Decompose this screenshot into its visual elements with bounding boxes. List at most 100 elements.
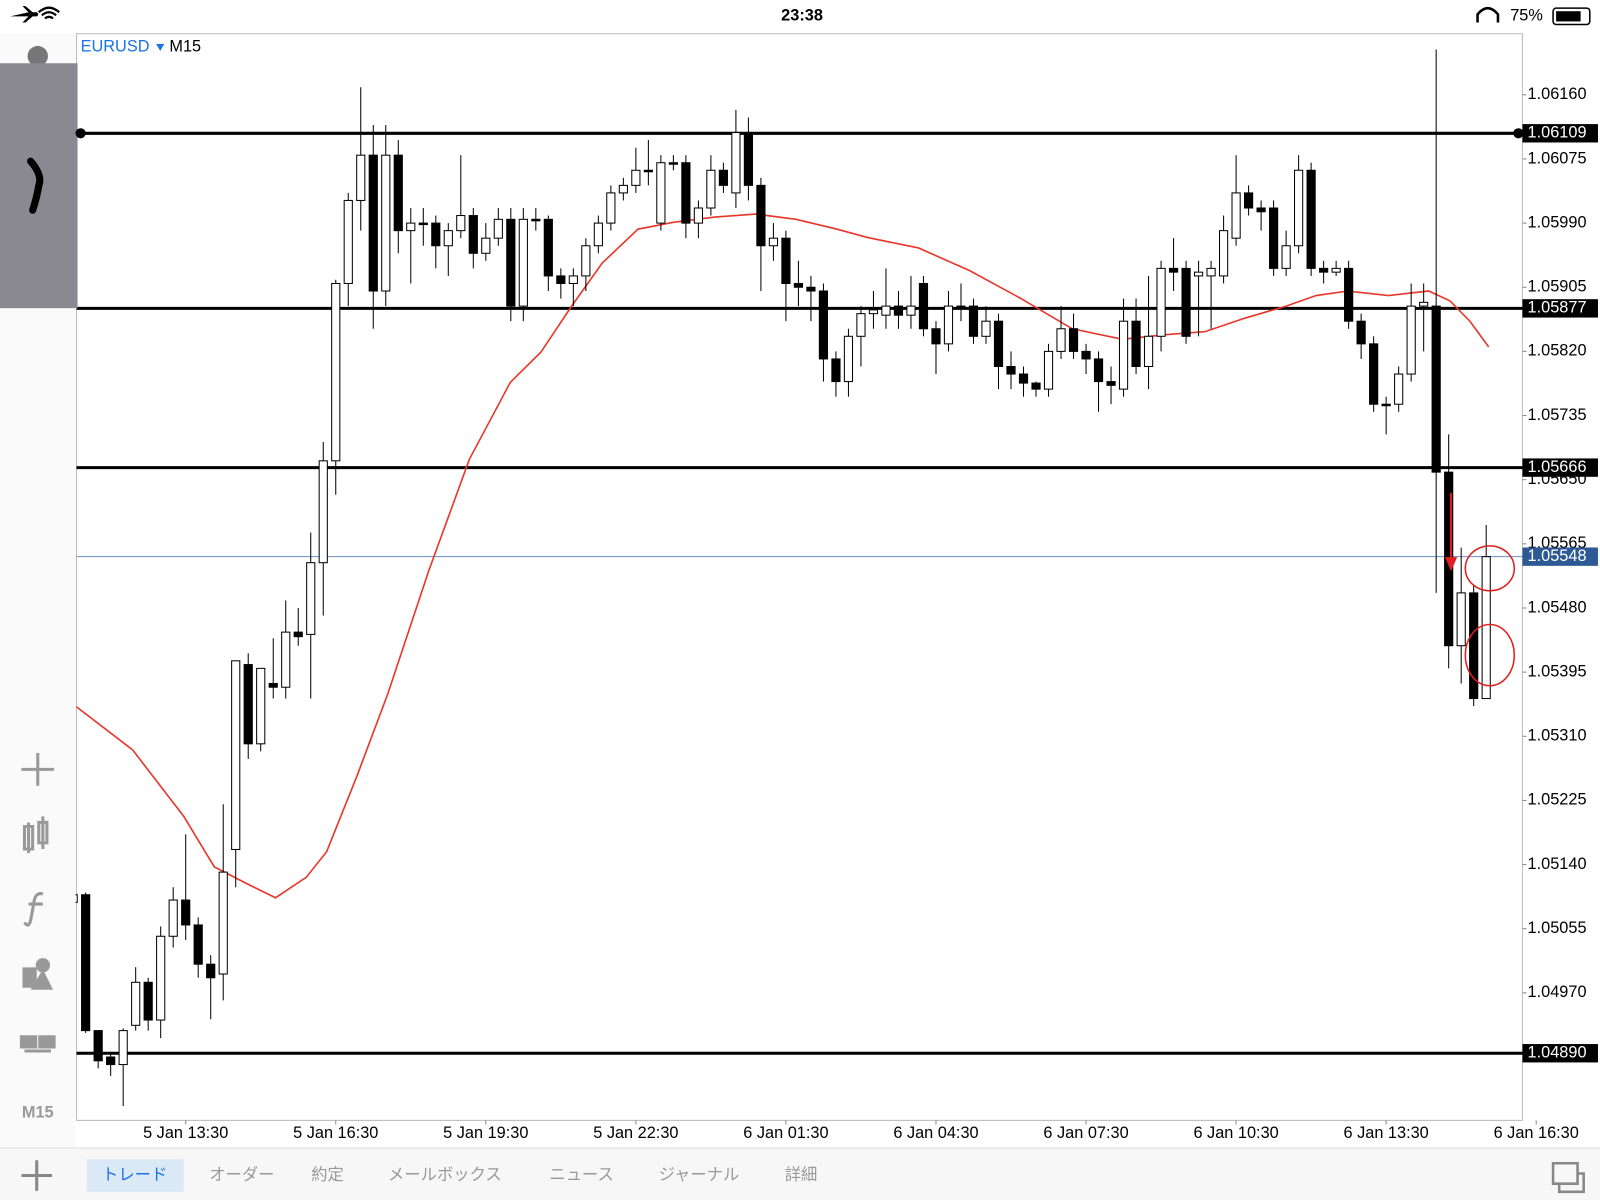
candle-body [656, 162, 666, 224]
candle-body [1456, 592, 1466, 647]
level-label: 1.06109 [1528, 124, 1587, 142]
candle-body [318, 460, 328, 564]
x-tick-label: 6 Jan 04:30 [893, 1124, 978, 1142]
objects-icon[interactable] [22, 967, 54, 990]
layout-button[interactable] [1551, 1161, 1585, 1194]
y-tick-label: 1.05480 [1528, 598, 1587, 616]
tab[interactable]: ジャーナル [659, 1166, 740, 1184]
candle-body [1168, 267, 1179, 273]
x-tick-label: 6 Jan 10:30 [1193, 1124, 1278, 1142]
add-button[interactable] [21, 1160, 53, 1191]
y-tick-label: 1.05990 [1528, 213, 1587, 231]
candle-body [581, 245, 591, 277]
y-tick-label: 1.05310 [1528, 727, 1587, 745]
tab[interactable]: ニュース [549, 1166, 613, 1184]
battery-level [1556, 11, 1581, 22]
candle-body [181, 899, 191, 926]
side-panel-chevron[interactable] [27, 157, 44, 214]
toolbar-handle [27, 45, 48, 67]
y-tick-label: 1.05905 [1528, 278, 1587, 296]
candle-body [481, 237, 491, 254]
y-tick-label: 1.05225 [1528, 791, 1587, 809]
candle-body [456, 215, 466, 232]
candle-body [906, 305, 916, 316]
x-tick-label: 5 Jan 13:30 [143, 1124, 228, 1142]
wifi-icon [38, 6, 60, 20]
candle-body [593, 222, 603, 247]
candle-body [1218, 230, 1229, 277]
candle-body [443, 230, 453, 247]
candle-body [831, 358, 841, 383]
symbol-dropdown[interactable] [156, 43, 165, 52]
candle-body [1181, 267, 1191, 337]
y-tick-label: 1.05140 [1528, 855, 1587, 873]
level-label-box [1522, 1044, 1598, 1063]
candle-body [1369, 343, 1379, 405]
candle-body [168, 899, 178, 937]
candle-body [1481, 556, 1491, 700]
tab[interactable]: オーダー [209, 1166, 274, 1184]
tab[interactable]: トレード [102, 1166, 167, 1184]
battery-icon [1552, 7, 1591, 26]
candle-body [893, 305, 904, 316]
candle-body [418, 222, 428, 226]
x-tick-label: 5 Jan 16:30 [293, 1124, 378, 1142]
candle-body [1106, 381, 1116, 386]
active-tab-highlight [86, 1159, 184, 1192]
candle-body [806, 286, 816, 292]
level-label-box [1522, 124, 1598, 143]
tab[interactable]: 詳細 [785, 1166, 818, 1184]
candle-body [956, 305, 966, 309]
candle-body [281, 631, 291, 688]
candle-body [1406, 305, 1416, 375]
candle-body [531, 218, 541, 222]
candle-body [1306, 169, 1316, 269]
indicators-icon[interactable] [23, 892, 44, 927]
objects-icon-circle [35, 958, 50, 973]
candle-body [1344, 267, 1354, 322]
candle-body [768, 237, 779, 247]
x-tick-label: 6 Jan 01:30 [743, 1124, 828, 1142]
candle-body [493, 218, 503, 239]
symbol[interactable]: EURUSD [81, 37, 150, 55]
candle-body [881, 305, 891, 316]
candle-body [1356, 320, 1366, 345]
candle-body [1031, 382, 1041, 390]
tab[interactable]: 約定 [311, 1166, 344, 1184]
candle-body [981, 320, 991, 337]
candle-body [206, 963, 216, 979]
y-tick-label: 1.05820 [1528, 342, 1587, 360]
y-tick-label: 1.06075 [1528, 149, 1587, 167]
tab[interactable]: メールボックス [388, 1166, 502, 1184]
status-bar: 23:38 75% [10, 6, 1591, 26]
level-label: 1.05666 [1528, 458, 1587, 476]
toolbar-timeframe[interactable]: M15 [22, 1104, 54, 1122]
candle-body [556, 275, 566, 284]
candle-body [393, 154, 403, 232]
candle-body [931, 328, 941, 345]
airplane-icon [10, 6, 39, 23]
candle-body [231, 660, 241, 850]
candle-body [781, 237, 791, 284]
candle-body [156, 935, 166, 1021]
candle-body [118, 1030, 128, 1066]
candle-body [1281, 245, 1291, 269]
y-tick-label: 1.06160 [1528, 85, 1587, 103]
annotation-circle [1464, 623, 1516, 687]
candle-body [368, 154, 378, 292]
crosshair-icon[interactable] [21, 753, 55, 786]
x-tick-label: 6 Jan 07:30 [1043, 1124, 1128, 1142]
chart-frame [76, 33, 1523, 1121]
candle-body [643, 169, 653, 173]
windows-icon[interactable] [19, 1035, 56, 1053]
chart-type-icon[interactable] [22, 816, 49, 854]
candle-body [468, 215, 478, 254]
annotation-circle [1464, 545, 1516, 592]
battery-percent: 75% [1510, 7, 1543, 25]
annotation-arrowhead [1444, 557, 1458, 572]
candle-body [856, 313, 866, 337]
candle-body [543, 218, 553, 277]
candle-body [1319, 267, 1329, 273]
left-toolbar: M15 [0, 33, 78, 1148]
